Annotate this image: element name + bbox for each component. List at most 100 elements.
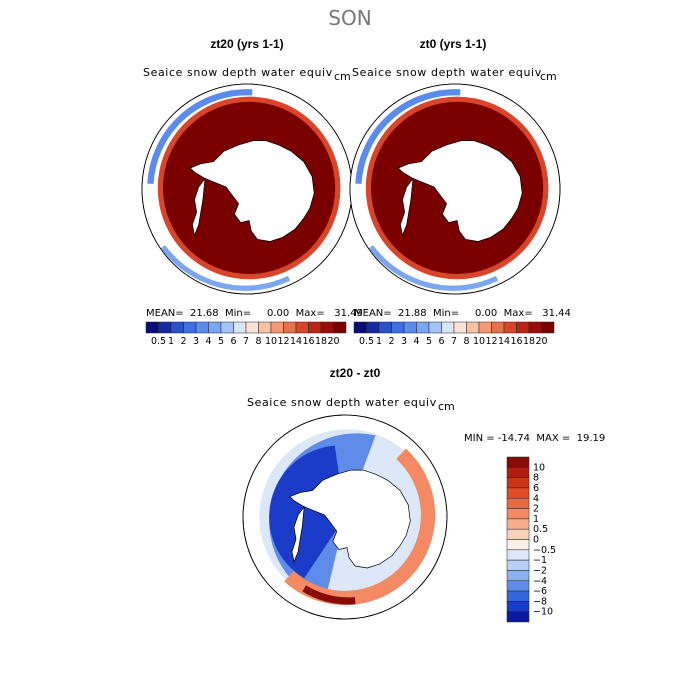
panel2-antarctica: [397, 140, 523, 242]
panel2-colorbar-tick-label: 10: [473, 336, 485, 347]
panel1-antarctica: [189, 140, 315, 242]
panel1-colorbar-swatch: [270, 321, 284, 334]
panel1-colorbar-swatch: [233, 321, 247, 334]
panel2-map-rim: [349, 83, 561, 295]
panel1-ice-edge-blue: [147, 89, 253, 184]
panel1-colorbar-swatch: [145, 321, 159, 334]
panel1-colorbar-swatch: [245, 321, 259, 334]
diff-colorbar-swatch: [506, 487, 530, 499]
diff-colorbar-swatch: [506, 518, 530, 530]
panel1-colorbar-swatch: [258, 321, 272, 334]
diff-colorbar-swatch: [506, 611, 530, 623]
diff-colorbar-tick-label: 2: [533, 504, 539, 515]
diff-colorbar-tick-label: 0.5: [533, 524, 548, 535]
panel1-colorbar-swatch: [295, 321, 309, 334]
figure-title: SON: [328, 6, 372, 30]
panel2-colorbar-swatch: [441, 321, 455, 334]
diff-colorbar-tick-label: −6: [533, 586, 547, 597]
diff-antarctica: [289, 469, 411, 569]
panel2-colorbar-swatch: [428, 321, 442, 334]
diff-heading: zt20 - zt0: [329, 366, 381, 380]
panel1-colorbar-swatch: [183, 321, 197, 334]
panel1-colorbar-tick-label: 20: [327, 336, 339, 347]
panel2-colorbar-swatch: [391, 321, 405, 334]
panel2-peninsula: [400, 177, 414, 237]
panel1-colorbar-tick-label: 2: [180, 336, 186, 347]
diff-colorbar-swatch: [506, 570, 530, 581]
diff-colorbar-swatch: [506, 549, 530, 561]
panel2-colorbar-tick-label: 18: [523, 336, 535, 347]
panel2-colorbar-swatch: [503, 321, 517, 334]
panel2-colorbar-swatch: [541, 321, 555, 334]
panel2-colorbar-tick-label: 5: [426, 336, 432, 347]
panel2-colorbar-swatch: [366, 321, 380, 334]
panel1-colorbar-tick-label: 0.5: [151, 336, 166, 347]
panel2-colorbar-swatch: [416, 321, 430, 334]
panel1-colorbar-swatch: [195, 321, 209, 334]
diff-colorbar-tick-label: −2: [533, 565, 547, 576]
panel2-stats: MEAN= 21.88 Min= 0.00 Max= 31.44: [354, 308, 571, 319]
panel2-map: [349, 83, 561, 295]
panel2-heading: zt0 (yrs 1-1): [419, 37, 487, 51]
panel1-colorbar-tick-label: 3: [193, 336, 199, 347]
diff-colorbar-swatch: [506, 477, 530, 489]
panel2-colorbar-tick-label: 2: [388, 336, 394, 347]
diff-colorbar-tick-label: 0: [533, 535, 539, 546]
panel2-colorbar-tick-label: 6: [438, 336, 444, 347]
diff-colorbar-swatch: [506, 601, 530, 612]
panel1-colorbar-swatch: [208, 321, 222, 334]
diff-colorbar-tick-label: −4: [533, 576, 547, 587]
panel2-colorbar-swatch: [491, 321, 505, 334]
diff-colorbar-tick-label: −10: [533, 607, 553, 618]
diff-colorbar-tick-label: 4: [533, 493, 539, 504]
panel1-colorbar: 0.5 1 2 3 4 5 6 7 8 10 12 14 16 18 20: [145, 321, 347, 347]
panel1-peninsula: [192, 177, 206, 237]
panel1-units: cm: [334, 70, 351, 83]
panel1-colorbar-tick-label: 5: [218, 336, 224, 347]
diff-colorbar-swatch: [506, 467, 530, 478]
panel1-colorbar-tick-label: 16: [302, 336, 314, 347]
panel1-colorbar-swatch: [333, 321, 347, 334]
diff-colorbar-tick-label: 6: [533, 483, 539, 494]
panel1-map: [141, 83, 353, 295]
panel2-colorbar-swatch: [478, 321, 492, 334]
panel2-colorbar-swatch: [378, 321, 392, 334]
panel1-colorbar-swatch: [283, 321, 297, 334]
panel1-colorbar-swatch: [158, 321, 172, 334]
panel1-colorbar-tick-label: 7: [243, 336, 249, 347]
panel2-colorbar-tick-label: 1: [376, 336, 382, 347]
diff-peninsula: [291, 505, 305, 564]
diff-colorbar-swatch: [506, 508, 530, 520]
panel2-colorbar-tick-label: 14: [498, 336, 510, 347]
panel1-colorbar-tick-label: 6: [230, 336, 236, 347]
panel2-colorbar-tick-label: 8: [463, 336, 469, 347]
diff-diff-positive-max: [302, 585, 356, 605]
diff-colorbar-swatch: [506, 590, 530, 602]
diff-colorbar-tick-label: −0.5: [533, 545, 556, 556]
panel1-colorbar-swatch: [220, 321, 234, 334]
panel2-colorbar: 0.5 1 2 3 4 5 6 7 8 10 12 14 16 18 20: [353, 321, 555, 347]
diff-colorbar-swatch: [506, 539, 530, 551]
panel2-colorbar-swatch: [516, 321, 530, 334]
panel1-colorbar-tick-label: 14: [290, 336, 302, 347]
diff-colorbar-swatch: [506, 580, 530, 592]
panel1-colorbar-tick-label: 1: [168, 336, 174, 347]
panel1-heading: zt20 (yrs 1-1): [210, 37, 284, 51]
diff-map-rim: [242, 414, 448, 620]
panel2-colorbar-swatch: [403, 321, 417, 334]
panel2-ice-edge-blue: [355, 89, 461, 184]
panel1-colorbar-tick-label: 10: [265, 336, 277, 347]
panel2-colorbar-swatch: [353, 321, 367, 334]
panel1-colorbar-tick-label: 8: [255, 336, 261, 347]
diff-map: [242, 414, 448, 620]
panel2-colorbar-tick-label: 0.5: [359, 336, 374, 347]
panel1-colorbar-swatch: [320, 321, 334, 334]
diff-units: cm: [438, 400, 455, 413]
panel1-variable-label: Seaice snow depth water equiv: [143, 66, 333, 79]
panel2-ice-edge-light-blue: [368, 245, 499, 291]
panel1-stats: MEAN= 21.68 Min= 0.00 Max= 31.49: [146, 308, 363, 319]
panel2-colorbar-tick-label: 7: [451, 336, 457, 347]
